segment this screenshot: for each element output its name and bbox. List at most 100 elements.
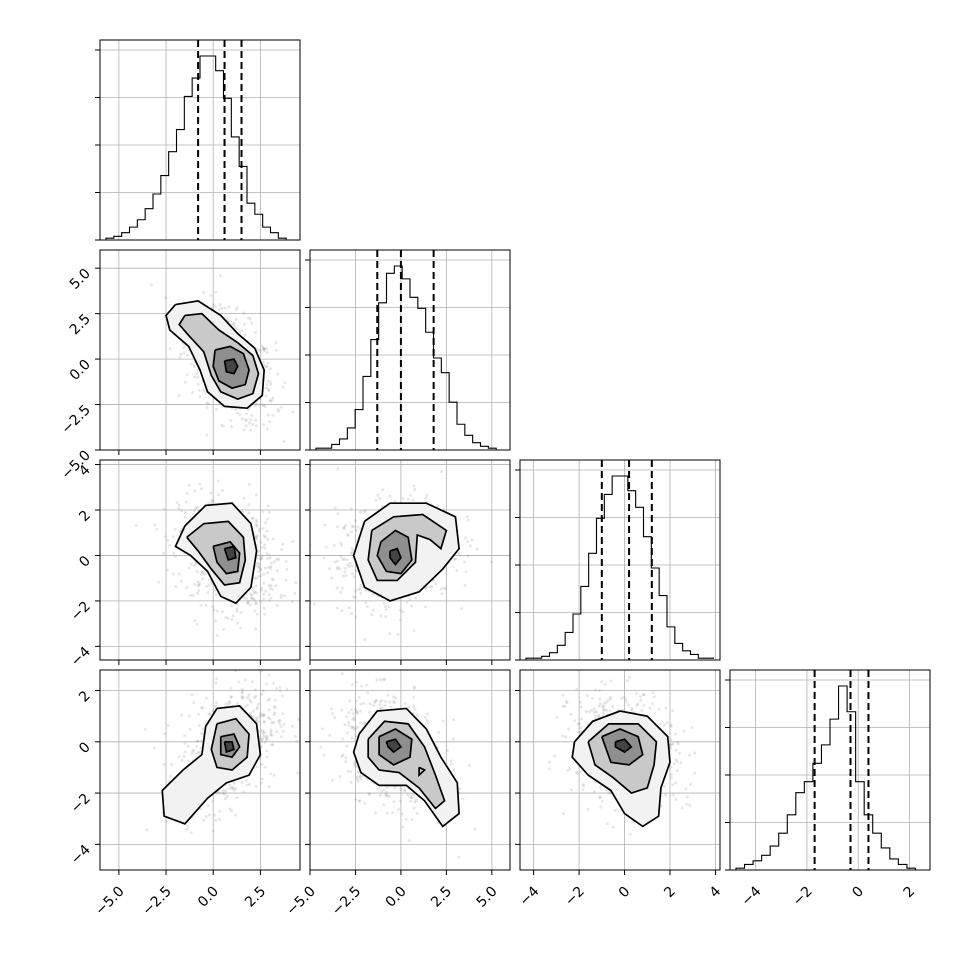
scatter-point — [416, 713, 420, 717]
scatter-point — [242, 790, 246, 794]
scatter-point — [354, 726, 358, 730]
x-tick-label: 2 — [661, 884, 679, 902]
scatter-point — [274, 584, 278, 588]
histogram-panel-2 — [515, 459, 721, 661]
scatter-point — [226, 616, 230, 620]
scatter-point — [225, 795, 229, 799]
scatter-point — [575, 772, 579, 776]
scatter-point — [350, 547, 354, 551]
scatter-point — [391, 811, 395, 815]
scatter-point — [442, 586, 446, 590]
scatter-point — [352, 525, 356, 529]
scatter-point — [613, 808, 617, 812]
scatter-point — [233, 408, 237, 412]
scatter-point — [249, 592, 253, 596]
pair-panel-content — [310, 670, 510, 870]
scatter-point — [359, 721, 363, 725]
scatter-point — [270, 733, 274, 737]
scatter-point — [381, 488, 385, 492]
scatter-point — [598, 795, 602, 799]
scatter-point — [385, 811, 389, 815]
scatter-point — [203, 721, 207, 725]
scatter-point — [177, 755, 181, 759]
scatter-point — [679, 761, 683, 765]
scatter-point — [357, 799, 361, 803]
scatter-point — [412, 806, 416, 810]
scatter-point — [166, 723, 170, 727]
scatter-point — [384, 605, 388, 609]
pair-panel-0-3 — [95, 669, 301, 875]
scatter-point — [356, 725, 360, 729]
scatter-point — [463, 583, 467, 587]
scatter-point — [211, 829, 215, 833]
scatter-point — [267, 593, 271, 597]
scatter-point — [266, 379, 270, 383]
scatter-point — [347, 606, 351, 610]
scatter-point — [235, 411, 239, 415]
scatter-point — [268, 367, 272, 371]
scatter-point — [252, 695, 256, 699]
scatter-point — [265, 350, 269, 354]
scatter-point — [343, 557, 347, 561]
scatter-point — [350, 683, 354, 687]
scatter-point — [276, 408, 280, 412]
scatter-point — [283, 381, 287, 385]
scatter-point — [363, 508, 367, 512]
scatter-point — [256, 534, 260, 538]
scatter-point — [413, 800, 417, 804]
scatter-point — [403, 702, 407, 706]
scatter-point — [221, 791, 225, 795]
scatter-point — [451, 737, 455, 741]
scatter-point — [336, 467, 340, 471]
scatter-point — [221, 424, 225, 428]
scatter-point — [209, 491, 213, 495]
scatter-point — [270, 577, 274, 581]
scatter-point — [627, 703, 631, 707]
scatter-point — [312, 602, 316, 606]
y-tick-label: 0.0 — [67, 357, 94, 384]
scatter-point — [248, 603, 252, 607]
scatter-point — [262, 349, 266, 353]
contour-line-1 — [367, 513, 448, 582]
scatter-point — [260, 554, 264, 558]
scatter-point — [265, 529, 269, 533]
scatter-point — [352, 764, 356, 768]
scatter-point — [245, 783, 249, 787]
scatter-point — [372, 703, 376, 707]
scatter-point — [229, 809, 233, 813]
scatter-point — [692, 771, 696, 775]
scatter-point — [196, 739, 200, 743]
scatter-point — [293, 591, 297, 595]
scatter-point — [374, 699, 378, 703]
scatter-point — [371, 593, 375, 597]
scatter-point — [676, 740, 680, 744]
scatter-point — [669, 772, 673, 776]
scatter-point — [412, 686, 416, 690]
scatter-point — [239, 611, 243, 615]
scatter-point — [674, 732, 678, 736]
scatter-point — [264, 589, 268, 593]
scatter-point — [264, 735, 268, 739]
scatter-point — [671, 783, 675, 787]
scatter-point — [254, 401, 258, 405]
scatter-point — [335, 586, 339, 590]
scatter-point — [601, 705, 605, 709]
scatter-point — [592, 707, 596, 711]
scatter-point — [353, 596, 357, 600]
scatter-point — [290, 600, 294, 604]
scatter-point — [398, 608, 402, 612]
scatter-point — [249, 700, 253, 704]
panel-frame — [729, 669, 931, 871]
scatter-point — [657, 707, 661, 711]
scatter-point — [274, 348, 278, 352]
scatter-point — [183, 515, 187, 519]
scatter-point — [593, 714, 597, 718]
scatter-point — [255, 537, 259, 541]
scatter-point — [215, 633, 219, 637]
scatter-point — [264, 347, 268, 351]
scatter-point — [254, 694, 258, 698]
scatter-point — [265, 682, 269, 686]
histogram-step-line — [105, 55, 294, 241]
scatter-point — [248, 711, 252, 715]
scatter-point — [358, 799, 362, 803]
